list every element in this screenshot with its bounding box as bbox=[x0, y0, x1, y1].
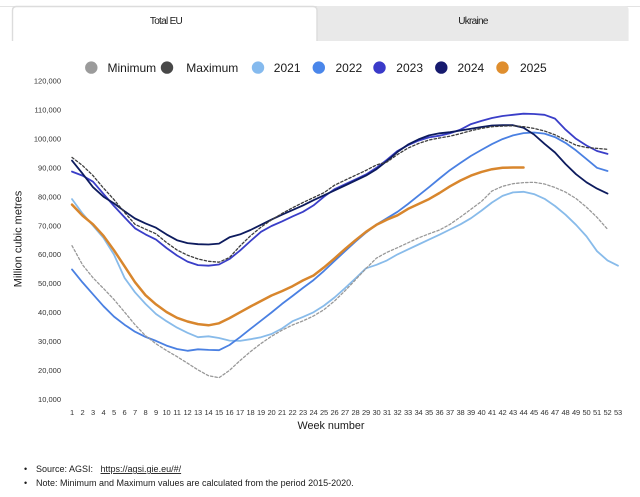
svg-text:42: 42 bbox=[499, 408, 507, 417]
svg-text:2025: 2025 bbox=[520, 61, 547, 75]
svg-text:37: 37 bbox=[446, 408, 454, 417]
svg-text:Minimum: Minimum bbox=[108, 61, 157, 75]
svg-text:•: • bbox=[24, 464, 27, 474]
svg-text:15: 15 bbox=[215, 408, 223, 417]
svg-text:33: 33 bbox=[404, 408, 412, 417]
svg-text:44: 44 bbox=[520, 408, 528, 417]
svg-text:•: • bbox=[24, 478, 27, 488]
svg-text:31: 31 bbox=[383, 408, 391, 417]
svg-text:4: 4 bbox=[102, 408, 106, 417]
svg-text:50,000: 50,000 bbox=[38, 279, 61, 288]
svg-text:38: 38 bbox=[457, 408, 465, 417]
svg-text:Maximum: Maximum bbox=[186, 61, 238, 75]
svg-text:30,000: 30,000 bbox=[38, 337, 61, 346]
svg-text:32: 32 bbox=[394, 408, 402, 417]
svg-text:49: 49 bbox=[572, 408, 580, 417]
svg-text:9: 9 bbox=[154, 408, 158, 417]
svg-text:17: 17 bbox=[236, 408, 244, 417]
svg-text:18: 18 bbox=[247, 408, 255, 417]
svg-text:24: 24 bbox=[310, 408, 318, 417]
svg-text:11: 11 bbox=[173, 408, 180, 417]
svg-text:22: 22 bbox=[289, 408, 297, 417]
svg-text:41: 41 bbox=[488, 408, 496, 417]
svg-text:Note: Minimum and Maximum valu: Note: Minimum and Maximum values are cal… bbox=[36, 478, 354, 488]
svg-text:45: 45 bbox=[530, 408, 538, 417]
svg-text:Ukraine: Ukraine bbox=[458, 16, 489, 27]
svg-text:36: 36 bbox=[436, 408, 444, 417]
svg-text:Total EU: Total EU bbox=[150, 16, 183, 27]
svg-text:43: 43 bbox=[509, 408, 517, 417]
svg-text:28: 28 bbox=[352, 408, 360, 417]
svg-text:40,000: 40,000 bbox=[38, 308, 61, 317]
svg-text:53: 53 bbox=[614, 408, 622, 417]
svg-text:48: 48 bbox=[562, 408, 570, 417]
svg-text:20: 20 bbox=[268, 408, 276, 417]
svg-text:52: 52 bbox=[604, 408, 612, 417]
svg-text:29: 29 bbox=[362, 408, 370, 417]
svg-text:13: 13 bbox=[194, 408, 202, 417]
svg-text:1: 1 bbox=[70, 408, 74, 417]
svg-text:47: 47 bbox=[551, 408, 559, 417]
svg-text:60,000: 60,000 bbox=[38, 250, 61, 259]
svg-text:35: 35 bbox=[425, 408, 433, 417]
svg-text:46: 46 bbox=[541, 408, 549, 417]
svg-text:34: 34 bbox=[415, 408, 423, 417]
svg-text:50: 50 bbox=[583, 408, 591, 417]
svg-text:6: 6 bbox=[123, 408, 127, 417]
svg-text:14: 14 bbox=[205, 408, 213, 417]
svg-text:70,000: 70,000 bbox=[38, 221, 61, 230]
svg-text:Week number: Week number bbox=[297, 420, 364, 432]
svg-text:100,000: 100,000 bbox=[34, 134, 61, 143]
svg-text:8: 8 bbox=[144, 408, 148, 417]
svg-text:5: 5 bbox=[112, 408, 116, 417]
svg-text:2022: 2022 bbox=[336, 61, 363, 75]
svg-text:Million cubic metres: Million cubic metres bbox=[13, 190, 25, 287]
svg-text:90,000: 90,000 bbox=[38, 163, 61, 172]
svg-text:7: 7 bbox=[133, 408, 137, 417]
svg-text:10,000: 10,000 bbox=[38, 395, 61, 404]
svg-text:110,000: 110,000 bbox=[34, 106, 61, 115]
svg-text:30: 30 bbox=[373, 408, 381, 417]
svg-text:12: 12 bbox=[184, 408, 192, 417]
svg-text:19: 19 bbox=[257, 408, 265, 417]
svg-text:39: 39 bbox=[467, 408, 475, 417]
svg-text:27: 27 bbox=[341, 408, 349, 417]
svg-text:20,000: 20,000 bbox=[38, 366, 61, 375]
svg-text:25: 25 bbox=[320, 408, 328, 417]
svg-text:2023: 2023 bbox=[396, 61, 423, 75]
svg-text:21: 21 bbox=[278, 408, 286, 417]
svg-text:2021: 2021 bbox=[274, 61, 301, 75]
svg-text:51: 51 bbox=[593, 408, 601, 417]
svg-text:2024: 2024 bbox=[458, 61, 485, 75]
svg-text:16: 16 bbox=[226, 408, 234, 417]
svg-text:2: 2 bbox=[81, 408, 85, 417]
svg-text:26: 26 bbox=[331, 408, 339, 417]
svg-text:40: 40 bbox=[478, 408, 486, 417]
svg-text:Source: AGSI: https://agsi.g: Source: AGSI: https://agsi.gie.eu/#/ bbox=[36, 464, 182, 474]
svg-text:10: 10 bbox=[163, 408, 171, 417]
svg-text:80,000: 80,000 bbox=[38, 192, 61, 201]
svg-text:23: 23 bbox=[299, 408, 307, 417]
svg-text:120,000: 120,000 bbox=[34, 77, 61, 86]
svg-text:3: 3 bbox=[91, 408, 95, 417]
